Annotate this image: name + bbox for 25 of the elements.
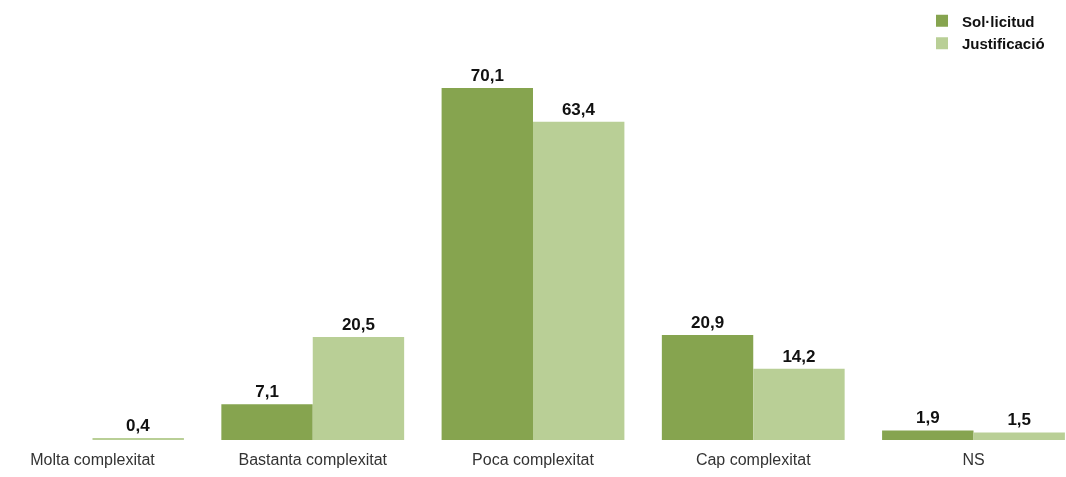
x-tick-label: Molta complexitat [30,451,156,468]
data-label: 1,5 [1007,410,1032,430]
x-tick-label: Bastanta complexitat [238,451,388,468]
data-label: 20,5 [341,315,375,335]
bar [441,88,533,440]
data-label: 20,9 [691,313,725,333]
data-label: 1,9 [915,408,940,428]
bar [312,337,405,440]
data-label: 63,4 [561,99,596,119]
bar [753,368,845,440]
legend-label: Justificació [962,35,1045,52]
data-label: 7,1 [255,382,279,402]
legend-label: Sol·licitud [962,12,1035,30]
bar [533,121,625,440]
bar [221,404,313,440]
x-tick-label: Cap complexitat [695,451,812,468]
bar [661,335,754,440]
bar [92,437,184,440]
data-label: 70,1 [470,66,504,85]
x-tick-label: NS [962,451,985,468]
data-label: 0,4 [126,415,151,435]
data-label: 14,2 [782,346,816,366]
bar [973,432,1065,440]
bar [882,430,974,440]
x-tick-label: Poca complexitat [472,451,595,468]
